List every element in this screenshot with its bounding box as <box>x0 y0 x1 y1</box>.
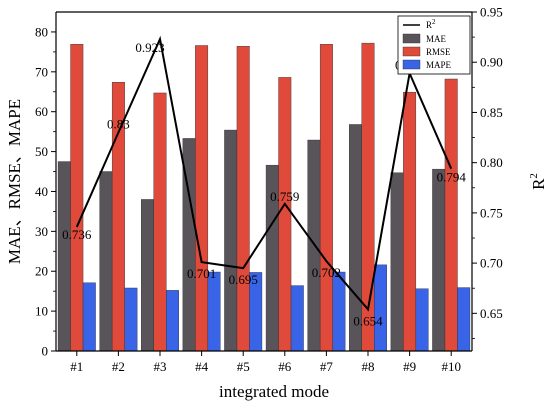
r2-data-label-4: 0.701 <box>187 266 216 281</box>
right-tick-label: 0.65 <box>480 306 503 321</box>
bar-mape-3 <box>166 290 179 352</box>
legend-mape-swatch <box>402 59 421 70</box>
bar-mape-7 <box>332 271 346 352</box>
bar-mae-9 <box>390 172 404 352</box>
r2-data-label-10: 0.794 <box>437 170 467 185</box>
bar-mape-1 <box>82 282 96 352</box>
r2-line <box>75 35 453 312</box>
legend-rmse-label: RMSE <box>426 47 451 57</box>
x-tick-label: #6 <box>278 359 292 374</box>
x-tick-label: #8 <box>362 359 375 374</box>
r2-data-label-3: 0.923 <box>135 40 164 55</box>
bar-mape-9 <box>415 288 429 352</box>
bar-rmse-6 <box>278 77 292 352</box>
bar-mape-6 <box>290 285 304 352</box>
bar-mae-1 <box>57 161 71 352</box>
x-tick-label: #9 <box>403 359 416 374</box>
bar-mae-5 <box>224 129 238 352</box>
bar-rmse-4 <box>195 45 209 352</box>
legend-mae-swatch <box>402 33 421 44</box>
bar-rmse-9 <box>403 91 417 352</box>
left-tick-label: 40 <box>35 184 48 199</box>
bar-rmse-7 <box>319 44 333 352</box>
bar-mae-10 <box>432 168 446 352</box>
bar-rmse-3 <box>153 92 167 352</box>
bar-mae-2 <box>99 171 113 352</box>
r2-data-label-8: 0.654 <box>353 313 383 328</box>
left-tick-label: 50 <box>35 144 48 159</box>
x-tick-label: #2 <box>112 359 125 374</box>
axes-layer: 0 10 20 30 40 50 60 70 80 0.65 0.70 0.75 0.80 0.85 0.9… <box>5 5 548 402</box>
right-tick-label: 0.90 <box>480 55 503 70</box>
bar-mape-8 <box>374 264 387 352</box>
legend-r2-superscript: 2 <box>432 18 436 26</box>
left-tick-label: 80 <box>35 24 48 39</box>
r2-data-label-7: 0.702 <box>312 265 341 280</box>
x-axis-title: integrated mode <box>219 382 329 401</box>
right-tick-label: 0.70 <box>480 256 503 271</box>
bar-rmse-10 <box>444 78 458 352</box>
x-tick-label: #4 <box>195 359 209 374</box>
legend-mae-label: MAE <box>426 34 447 44</box>
bar-mape-10 <box>457 287 471 352</box>
r2-data-label-1: 0.736 <box>62 227 92 242</box>
r2-data-label-5: 0.695 <box>229 272 258 287</box>
left-tick-label: 10 <box>35 304 48 319</box>
left-tick-label: 30 <box>35 224 48 239</box>
x-tick-label: #10 <box>441 359 461 374</box>
x-tick-label: #5 <box>237 359 250 374</box>
legend-rmse-swatch <box>402 46 421 57</box>
x-tick-label: #1 <box>70 359 83 374</box>
right-y-axis-title: R2 <box>528 173 548 190</box>
bar-rmse-5 <box>236 46 250 352</box>
bar-rmse-1 <box>70 44 84 352</box>
bars-layer <box>57 42 471 352</box>
left-y-axis-title: MAE、RMSE、MAPE <box>5 99 24 264</box>
right-y-axis-title-superscript: 2 <box>528 173 540 179</box>
left-tick-label: 70 <box>35 64 48 79</box>
r2-data-label-2: 0.83 <box>107 117 130 132</box>
right-tick-label: 0.85 <box>480 105 503 120</box>
left-tick-label: 0 <box>42 344 49 359</box>
x-tick-label: #7 <box>320 359 334 374</box>
bar-mape-2 <box>124 287 138 352</box>
legend-mape-label: MAPE <box>426 60 452 70</box>
legend-r2-label: R2 <box>426 18 436 30</box>
right-tick-label: 0.80 <box>480 155 503 170</box>
bar-mae-3 <box>141 199 154 352</box>
bar-mape-4 <box>207 271 221 352</box>
right-tick-label: 0.75 <box>480 205 503 220</box>
left-tick-label: 60 <box>35 104 48 119</box>
legend: R2 MAE RMSE MAPE <box>397 15 471 75</box>
r2-data-label-6: 0.759 <box>270 189 299 204</box>
r2-line-layer <box>75 35 453 312</box>
right-tick-label: 0.95 <box>480 5 503 20</box>
left-tick-label: 20 <box>35 264 48 279</box>
x-tick-label: #3 <box>154 359 167 374</box>
